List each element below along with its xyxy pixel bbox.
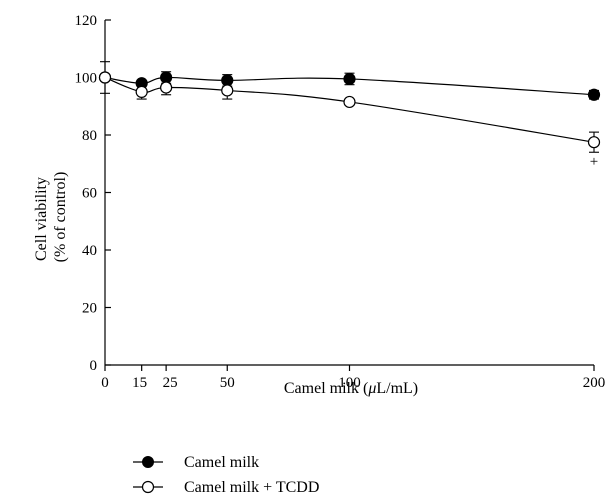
x-ticks: 0 15 25 50 100 200 [101,365,605,391]
series-line-camel-milk-tcdd [104,76,595,143]
x-tick-label: 0 [101,375,109,391]
data-point [343,72,356,86]
y-ticks: 0 20 40 60 80 100 120 [75,13,111,374]
series-layer [98,61,601,153]
y-tick-label: 20 [82,301,97,317]
legend-marker-camel-milk [142,456,154,468]
x-tick-label: 100 [338,375,361,391]
axes: 0 20 40 60 80 100 120 0 15 25 50 100 200 [75,13,606,391]
y-tick-label: 60 [82,186,97,202]
legend-label-camel-milk: Camel milk [184,454,259,471]
y-tick-label: 40 [82,243,97,259]
x-tick-label: 200 [583,375,606,391]
legend-item-camel-milk-tcdd: Camel milk + TCDD [133,479,319,496]
y-axis-title-line-2: (% of control) [52,172,69,263]
significance-marker: + [590,154,598,170]
data-point [587,88,601,101]
x-tick-label: 25 [163,375,178,391]
y-tick-label: 120 [75,13,98,29]
data-point [98,71,112,84]
x-tick-label: 15 [132,375,147,391]
data-point [587,136,601,149]
data-point [135,85,148,98]
data-point [160,81,173,94]
y-axis-title-line-1: Cell viability [33,177,50,261]
legend-item-camel-milk: Camel milk [133,454,259,471]
series-camel-milk-tcdd [98,61,601,153]
data-point [343,95,356,109]
legend-label-camel-milk-tcdd: Camel milk + TCDD [184,479,319,496]
annotation-layer: + [590,154,598,170]
legend-marker-camel-milk-tcdd [141,480,155,494]
y-axis-title: Cell viability (% of control) [33,172,69,263]
x-tick-label: 50 [220,375,235,391]
y-tick-label: 0 [90,358,98,374]
data-point [221,84,234,97]
legend: Camel milk Camel milk + TCDD [133,454,319,496]
y-tick-label: 100 [75,71,98,87]
x-axis-title: Camel milk (μL/mL) [284,380,418,397]
y-tick-label: 80 [82,128,97,144]
